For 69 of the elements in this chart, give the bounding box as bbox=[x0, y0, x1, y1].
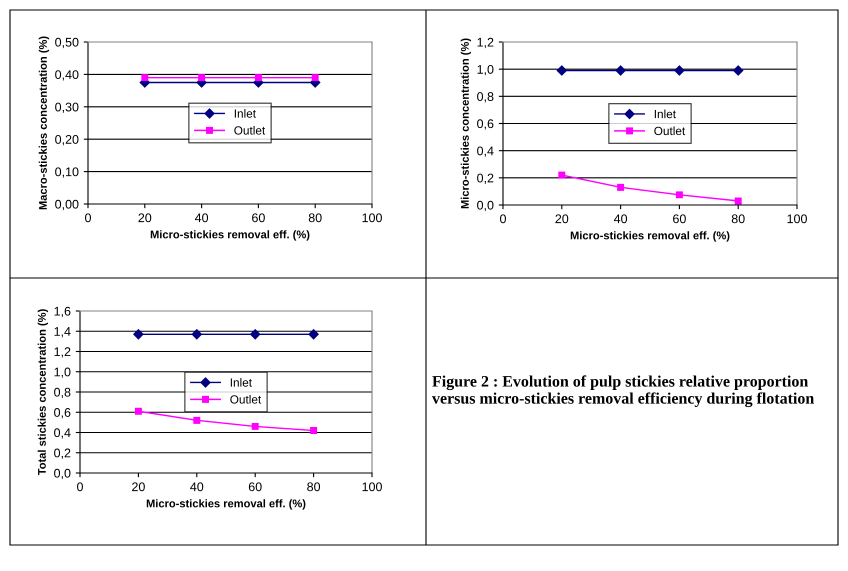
point bbox=[676, 191, 683, 198]
x-tick-label: 20 bbox=[132, 482, 145, 492]
x-tick-label: 80 bbox=[308, 213, 322, 222]
point bbox=[674, 65, 685, 76]
x-tick-label: 100 bbox=[362, 482, 382, 492]
legend-label: Outlet bbox=[654, 126, 686, 136]
y-tick-label: 0,8 bbox=[54, 388, 70, 398]
x-tick-label: 60 bbox=[673, 214, 686, 224]
y-tick-label: 0,00 bbox=[55, 200, 78, 210]
y-tick-label: 0,0 bbox=[477, 200, 494, 212]
y-tick-label: 0,2 bbox=[54, 448, 70, 459]
x-axis-title: Micro-stickies removal eff. (%) bbox=[146, 499, 306, 510]
point bbox=[134, 408, 142, 415]
y-tick-label: 0,20 bbox=[55, 135, 78, 146]
y-tick-label: 1,0 bbox=[54, 368, 70, 378]
x-axis-title: Micro-stickies removal eff. (%) bbox=[570, 231, 730, 242]
x-tick-label: 40 bbox=[190, 482, 204, 492]
caption: Figure 2 : Evolution of pulp stickies relative proportion versus micro-stickies removal efficiency during flotation bbox=[432, 375, 814, 408]
y-tick-label: 0,8 bbox=[477, 92, 494, 102]
x-tick-label: 0 bbox=[85, 213, 91, 222]
y-tick-label: 1,0 bbox=[478, 64, 494, 76]
x-tick-label: 100 bbox=[362, 213, 382, 222]
y-tick-label: 0,0 bbox=[54, 468, 70, 480]
y-tick-label: 1,4 bbox=[54, 327, 71, 338]
legend-label: Inlet bbox=[654, 110, 676, 118]
x-tick-label: 20 bbox=[555, 214, 568, 224]
legend-label: Inlet bbox=[230, 378, 252, 387]
y-tick-label: 0,6 bbox=[477, 119, 494, 130]
point bbox=[193, 416, 200, 424]
legend-label: Outlet bbox=[230, 394, 262, 404]
x-tick-label: 60 bbox=[252, 213, 265, 222]
point bbox=[734, 197, 742, 204]
y-tick-label: 1,6 bbox=[54, 306, 70, 318]
y-tick-label: 0,50 bbox=[55, 38, 78, 48]
y-axis-title: Total stickies concentration (%) bbox=[38, 309, 48, 476]
point bbox=[308, 329, 319, 340]
y-axis-title: Macro-stickies concentration (%) bbox=[38, 36, 50, 210]
y-tick-label: 0,40 bbox=[55, 70, 78, 81]
x-tick-label: 0 bbox=[77, 482, 83, 492]
point bbox=[133, 329, 144, 340]
x-axis-title: Micro-stickies removal eff. (%) bbox=[150, 230, 310, 241]
legend-label: Outlet bbox=[234, 126, 266, 135]
y-tick-label: 0,6 bbox=[54, 408, 70, 418]
y-tick-label: 0,10 bbox=[55, 167, 78, 178]
point bbox=[617, 184, 624, 191]
legend-label: Inlet bbox=[234, 109, 256, 118]
y-axis-title: Micro-stickies concentration (%) bbox=[460, 38, 472, 208]
y-tick-label: 0,2 bbox=[477, 174, 494, 184]
y-tick-label: 0,30 bbox=[55, 102, 78, 113]
x-tick-label: 100 bbox=[788, 214, 807, 224]
y-tick-label: 0,4 bbox=[54, 428, 71, 439]
x-tick-label: 40 bbox=[194, 213, 208, 222]
y-tick-label: 1,2 bbox=[54, 347, 70, 358]
y-tick-label: 1,2 bbox=[478, 38, 494, 48]
x-tick-label: 20 bbox=[138, 213, 152, 222]
point bbox=[252, 422, 259, 430]
x-tick-label: 60 bbox=[248, 482, 262, 492]
point bbox=[192, 329, 202, 340]
x-tick-label: 80 bbox=[307, 482, 320, 492]
point bbox=[733, 65, 744, 76]
point bbox=[250, 329, 260, 340]
point bbox=[615, 65, 626, 76]
y-tick-label: 0,4 bbox=[477, 146, 494, 157]
x-tick-label: 0 bbox=[500, 214, 506, 224]
x-tick-label: 40 bbox=[614, 214, 628, 224]
point bbox=[310, 427, 318, 434]
point bbox=[558, 172, 566, 179]
point bbox=[556, 65, 567, 76]
x-tick-label: 80 bbox=[732, 214, 745, 224]
